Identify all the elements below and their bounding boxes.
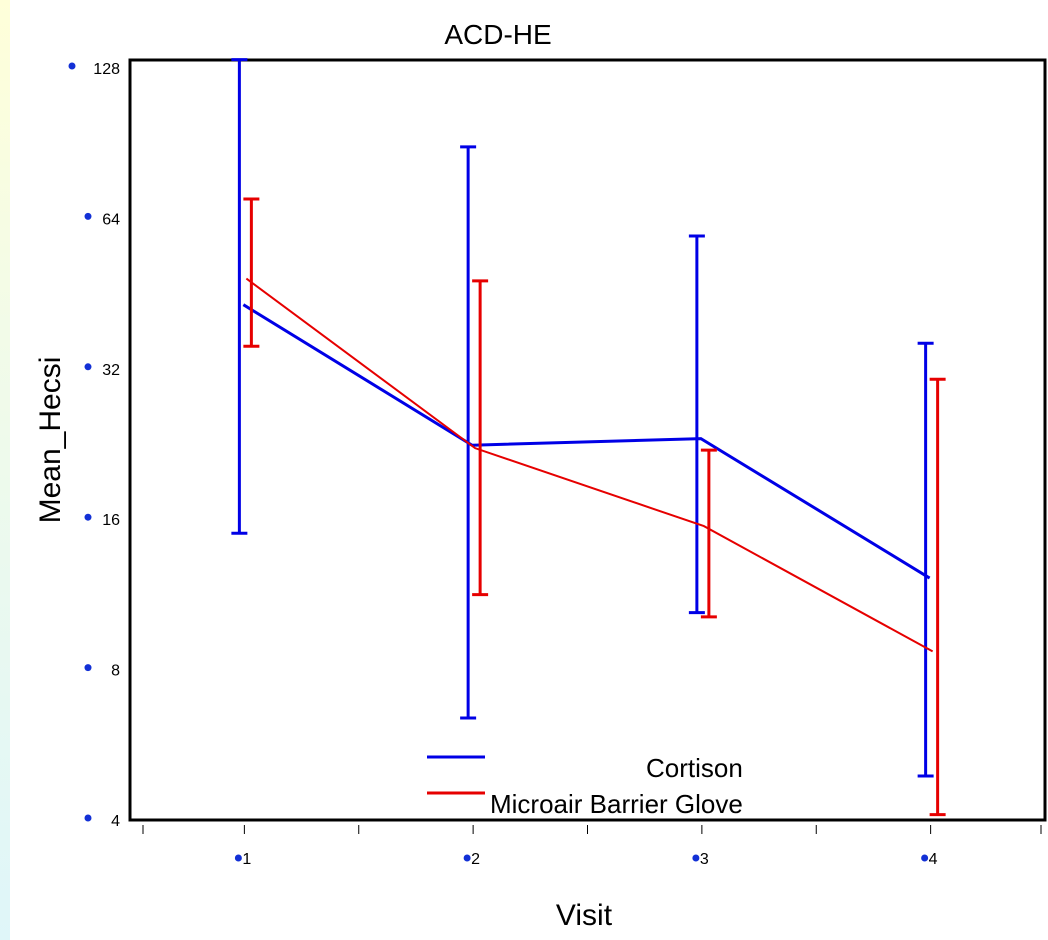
- y-tick-label: 8: [111, 663, 120, 680]
- x-tick-dot: [692, 854, 700, 862]
- series-2: [243, 197, 946, 817]
- x-tick-dot: [921, 854, 929, 862]
- chart-title: ACD-HE: [444, 19, 551, 50]
- series-line: [245, 277, 934, 653]
- y-tick-dot: [84, 664, 92, 672]
- series-line: [242, 303, 931, 580]
- y-tick-label: 4: [111, 813, 120, 830]
- x-tick-label: 2: [471, 851, 480, 868]
- legend-label: Microair Barrier Glove: [490, 789, 743, 819]
- x-tick-label: 3: [700, 851, 709, 868]
- plot-border: [128, 58, 1047, 822]
- x-tick-dot: [463, 854, 471, 862]
- y-tick-dot: [84, 212, 92, 220]
- legend-label: Cortison: [646, 753, 743, 783]
- y-tick-dot: [84, 513, 92, 521]
- x-axis: 1 2 3 4: [142, 825, 1042, 868]
- y-tick-dot: [84, 363, 92, 371]
- y-axis: 4 8 16 32 64 128: [68, 61, 120, 830]
- series-layer: [231, 58, 946, 817]
- x-axis-label: Visit: [556, 899, 613, 932]
- series-1: [231, 58, 934, 778]
- y-tick-label: 64: [102, 211, 120, 228]
- y-tick-dot: [68, 62, 76, 70]
- chart-panel: [10, 0, 1048, 940]
- x-tick-dot: [234, 854, 242, 862]
- x-tick-label: 4: [929, 851, 938, 868]
- y-tick-label: 32: [102, 362, 120, 379]
- plot-frame: [128, 58, 1047, 822]
- legend: Cortison Microair Barrier Glove: [427, 753, 743, 819]
- y-tick-label: 128: [93, 61, 120, 78]
- y-axis-label: Mean_Hecsi: [34, 357, 67, 524]
- y-tick-label: 16: [102, 512, 120, 529]
- y-tick-dot: [84, 814, 92, 822]
- x-tick-label: 1: [242, 851, 251, 868]
